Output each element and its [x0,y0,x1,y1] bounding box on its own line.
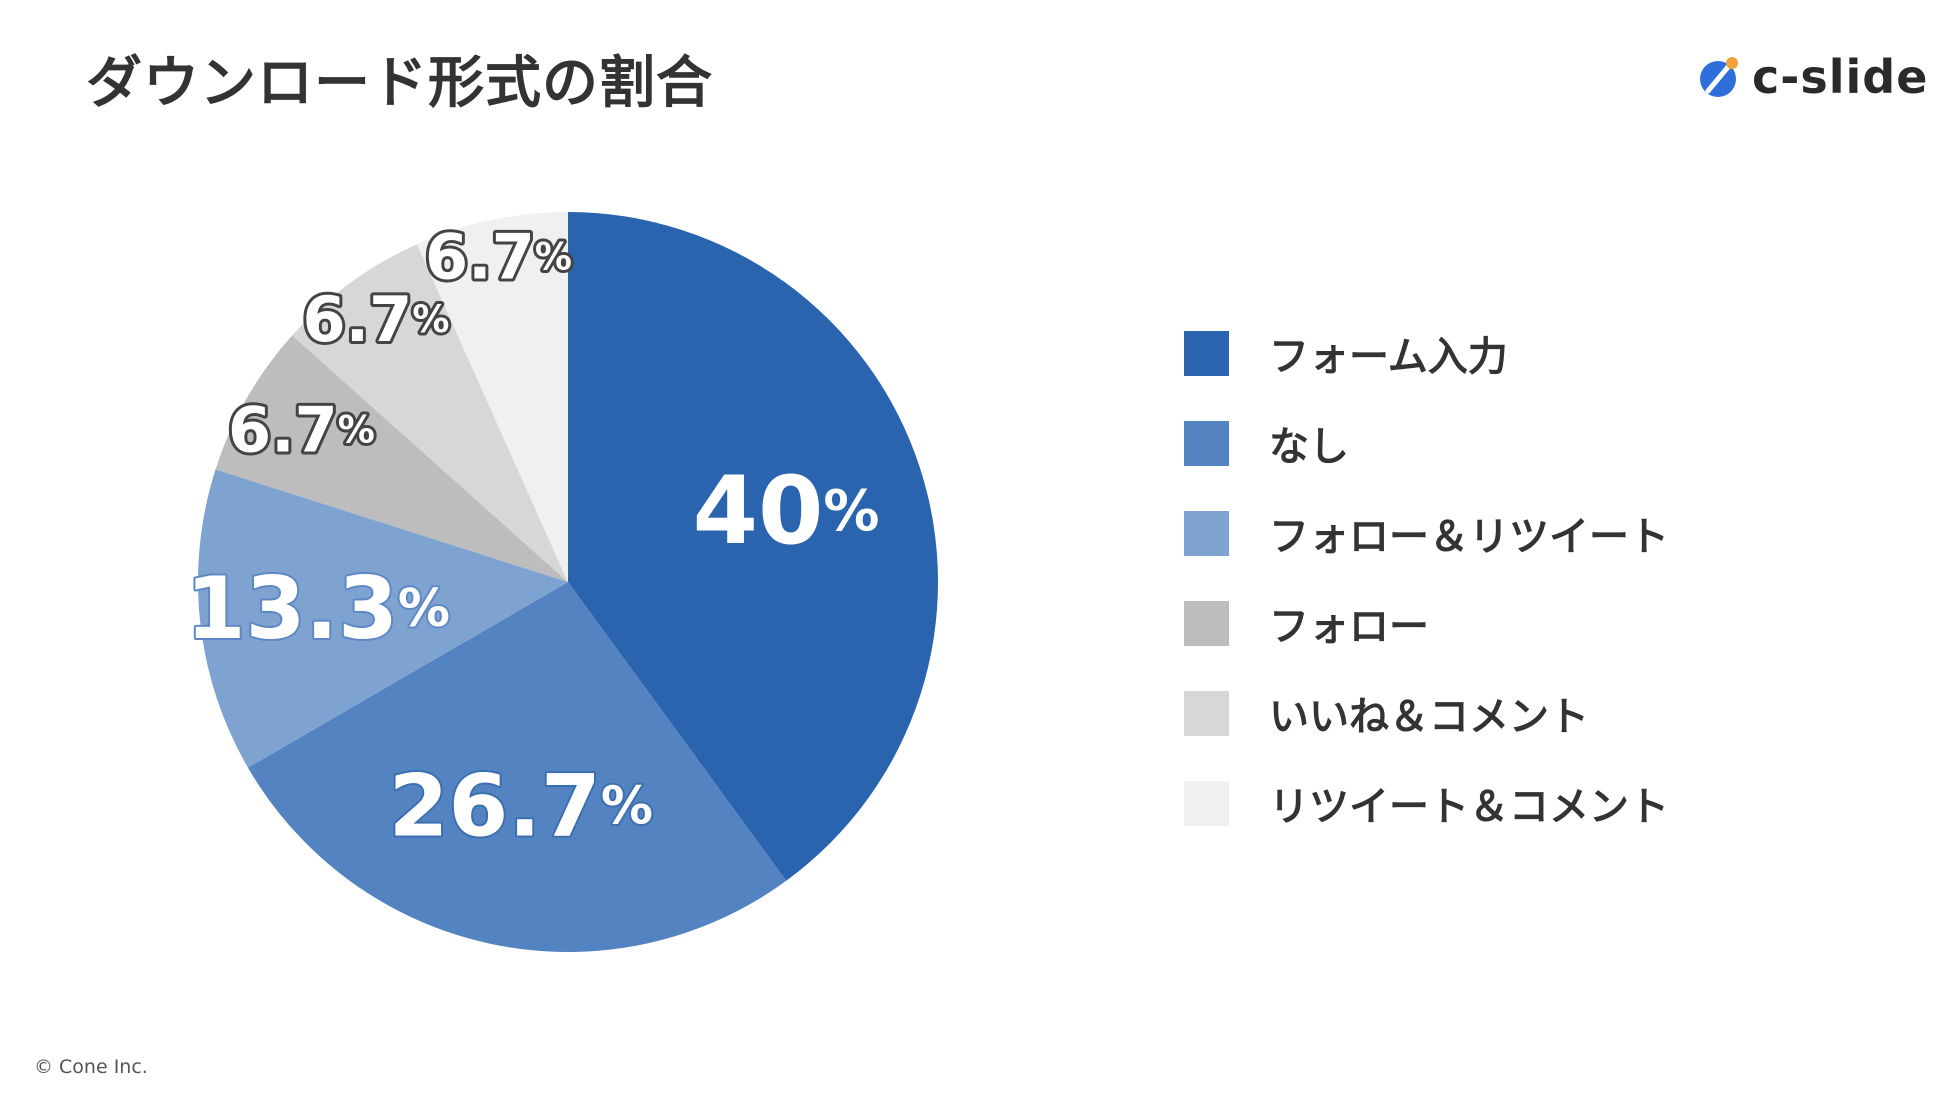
pie-slice [416,212,568,582]
legend-swatch [1184,510,1229,556]
pie-chart-svg: 40%26.7%13.3%6.7%6.7%6.7% [190,212,939,953]
c-slide-logo-icon [1700,57,1738,97]
pie-slice [247,582,787,953]
legend-label: フォーム入力 [1269,334,1508,380]
legend-item: フォロー [1184,600,1669,650]
slice-percent-label: 26.7% [389,756,653,856]
slice-percent-label: 6.7% [302,283,449,356]
pie-slice [198,469,569,768]
legend-swatch [1184,330,1229,376]
pie-slice [215,335,569,582]
legend-label: いいね＆コメント [1269,694,1589,740]
legend-swatch [1184,420,1229,466]
pie-slice [568,212,939,881]
pie-slice [292,244,568,583]
slice-percent-label: 6.7% [228,393,375,466]
legend-item: リツイート＆コメント [1184,780,1669,830]
legend-item: いいね＆コメント [1184,690,1669,740]
legend-label: フォロー＆リツイート [1269,514,1669,560]
legend-swatch [1184,600,1229,646]
slice-percent-label: 13.3% [190,559,450,659]
pie-chart: 40% 26.7% 13.3% 6.7% 6.7% 6.7% [190,200,950,970]
slice-percent-label: 6.7% [425,220,572,293]
slice-percent-label: 40% [693,456,880,565]
legend-label: フォロー [1269,604,1429,650]
legend-label: なし [1269,424,1349,470]
legend-label: リツイート＆コメント [1269,784,1669,830]
brand-logo: c-slide [1698,50,1928,104]
legend-swatch [1184,690,1229,736]
page-title: ダウンロード形式の割合 [86,51,713,116]
copyright: © Cone Inc. [34,1056,148,1078]
legend-item: なし [1184,420,1669,470]
logo-text: c-slide [1752,50,1929,104]
legend-item: フォロー＆リツイート [1184,510,1669,560]
chart-legend: フォーム入力 なしフォロー＆リツイート フォローいいね＆コメントリツイート＆コメント [1184,330,1669,870]
legend-swatch [1184,780,1229,826]
legend-item: フォーム入力 [1184,330,1669,380]
